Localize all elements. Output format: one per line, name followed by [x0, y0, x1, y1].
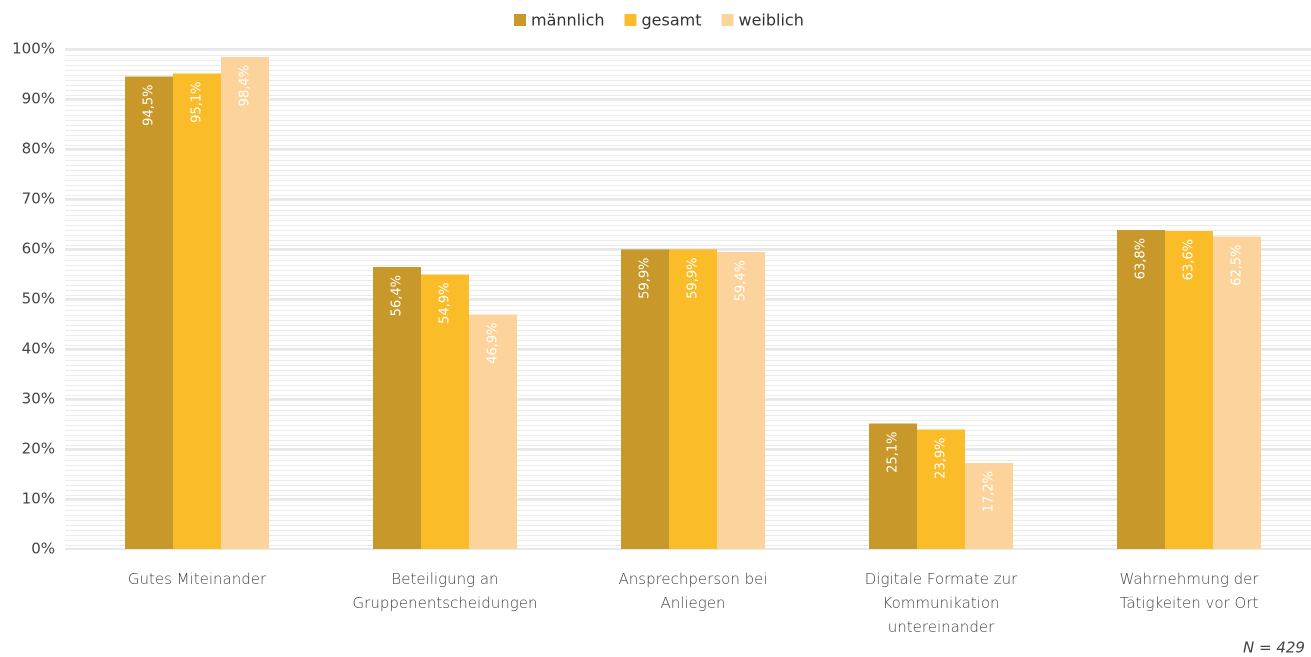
- y-tick-label: 60%: [22, 240, 55, 258]
- value-label: 63,6%: [1182, 239, 1197, 280]
- value-label: 62,5%: [1230, 245, 1245, 286]
- bar: [421, 274, 469, 549]
- bar: [173, 73, 221, 549]
- bar: [373, 267, 421, 549]
- value-label: 54,9%: [438, 283, 453, 324]
- value-label: 98,4%: [238, 65, 253, 106]
- legend-swatch: [624, 14, 637, 26]
- bar: [917, 429, 965, 549]
- bar: [621, 249, 669, 549]
- value-label: 95,1%: [190, 82, 205, 123]
- x-tick-label: Beteiligung an Gruppenentscheidungen: [352, 570, 538, 612]
- value-label: 59,9%: [638, 258, 653, 299]
- value-label: 63,8%: [1134, 238, 1149, 279]
- value-label: 56,4%: [390, 275, 405, 316]
- value-label: 17,2%: [982, 471, 997, 512]
- y-tick-label: 80%: [22, 140, 55, 158]
- y-tick-label: 50%: [22, 290, 55, 308]
- value-label: 46,9%: [486, 323, 501, 364]
- legend-label: weiblich: [739, 11, 804, 30]
- bar: [1213, 236, 1261, 549]
- value-label: 59,4%: [734, 260, 749, 301]
- value-label: 25,1%: [886, 432, 901, 473]
- legend-label: gesamt: [642, 11, 702, 30]
- y-tick-label: 90%: [22, 90, 55, 108]
- value-label: 94,5%: [142, 85, 157, 126]
- y-tick-label: 10%: [22, 490, 55, 508]
- bar: [669, 249, 717, 549]
- bar: [1117, 230, 1165, 549]
- x-tick-label: Digitale Formate zur Kommunikation unter…: [864, 570, 1018, 636]
- y-tick-label: 100%: [12, 40, 55, 58]
- x-tick-label: Gutes Miteinander: [127, 570, 267, 588]
- x-tick-label: Ansprechperson bei Anliegen: [618, 570, 768, 612]
- bar: [965, 463, 1013, 549]
- legend-label: männlich: [531, 11, 605, 30]
- bar: [125, 76, 173, 549]
- value-label: 23,9%: [934, 438, 949, 479]
- y-tick-label: 0%: [31, 540, 55, 558]
- legend-swatch: [721, 14, 734, 26]
- bar: [717, 252, 765, 549]
- y-tick-label: 30%: [22, 390, 55, 408]
- y-tick-label: 70%: [22, 190, 55, 208]
- bar: [469, 314, 517, 549]
- annotation: N = 429: [1243, 639, 1305, 657]
- bar: [869, 423, 917, 549]
- bar: [1165, 231, 1213, 549]
- legend-swatch: [514, 14, 526, 26]
- y-tick-label: 40%: [22, 340, 55, 358]
- value-label: 59,9%: [686, 258, 701, 299]
- y-tick-label: 20%: [22, 440, 55, 458]
- bar: [221, 57, 269, 549]
- x-tick-label: Wahrnehmung der Tätigkeiten vor Ort: [1119, 570, 1259, 612]
